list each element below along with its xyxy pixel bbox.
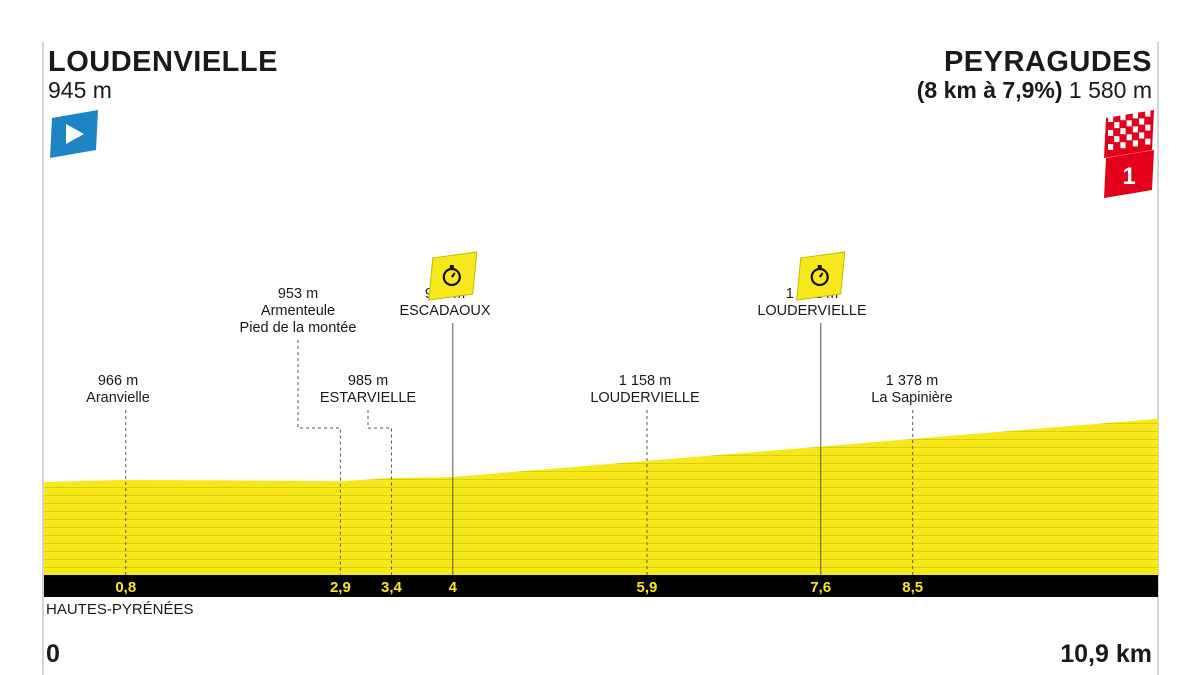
- start-town-name: LOUDENVIELLE: [48, 46, 278, 78]
- point-altitude-label: 985 m: [348, 373, 388, 389]
- point-altitude-label: 1 158 m: [619, 373, 671, 389]
- start-flag-icon: [50, 110, 98, 158]
- finish-checkered-flag-icon: [1104, 110, 1154, 158]
- km-marker-label: 4: [449, 579, 458, 596]
- region-label: HAUTES-PYRÉNÉES: [46, 601, 194, 618]
- elevation-profile-area: [44, 418, 1158, 575]
- km-marker-label: 0,8: [115, 579, 136, 596]
- finish-altitude: 1 580 m: [1068, 77, 1152, 103]
- point-name-label: ESCADAOUX: [399, 303, 490, 319]
- leader-line: [297, 340, 341, 575]
- climb-category-label: 1: [1122, 163, 1135, 190]
- stopwatch-icon: [428, 251, 478, 301]
- start-altitude: 945 m: [48, 77, 112, 103]
- distance-start-label: 0: [46, 640, 60, 668]
- leader-line: [367, 410, 392, 575]
- chart-frame: [42, 42, 1159, 675]
- point-name-label: LOUDERVIELLE: [590, 390, 700, 406]
- km-marker-label: 3,4: [381, 579, 403, 596]
- finish-climb-info: (8 km à 7,9%) 1 580 m: [917, 79, 1152, 102]
- km-marker-label: 5,9: [637, 579, 658, 596]
- point-altitude-label: 966 m: [98, 373, 138, 389]
- distance-bar: [44, 575, 1158, 597]
- leader-lines: [125, 323, 914, 575]
- point-name-label: Aranvielle: [86, 390, 150, 406]
- point-6: 1 378 mLa Sapinière: [871, 373, 952, 406]
- point-name-label: Pied de la montée: [240, 320, 357, 336]
- stopwatch-icon: [796, 251, 846, 301]
- distance-end-label: 10,9 km: [1060, 640, 1152, 668]
- point-name-label: ESTARVIELLE: [320, 390, 417, 406]
- km-markers: 0,8 2,9 3,4 4 5,9 7,6 8,5: [115, 579, 923, 596]
- point-altitude-label: 953 m: [278, 286, 318, 302]
- km-marker-label: 2,9: [330, 579, 351, 596]
- point-name-label: LOUDERVIELLE: [757, 303, 867, 319]
- point-name-label: La Sapinière: [871, 390, 952, 406]
- icons: 1: [50, 110, 1154, 301]
- finish-town-name: PEYRAGUDES: [943, 46, 1152, 78]
- point-altitude-label: 1 378 m: [886, 373, 938, 389]
- category-1-climb-icon: 1: [1104, 150, 1154, 198]
- km-marker-label: 8,5: [902, 579, 923, 596]
- km-marker-label: 7,6: [810, 579, 831, 596]
- finish-climb-gradient: (8 km à 7,9%): [916, 77, 1063, 103]
- point-name-label: Armenteule: [261, 303, 335, 319]
